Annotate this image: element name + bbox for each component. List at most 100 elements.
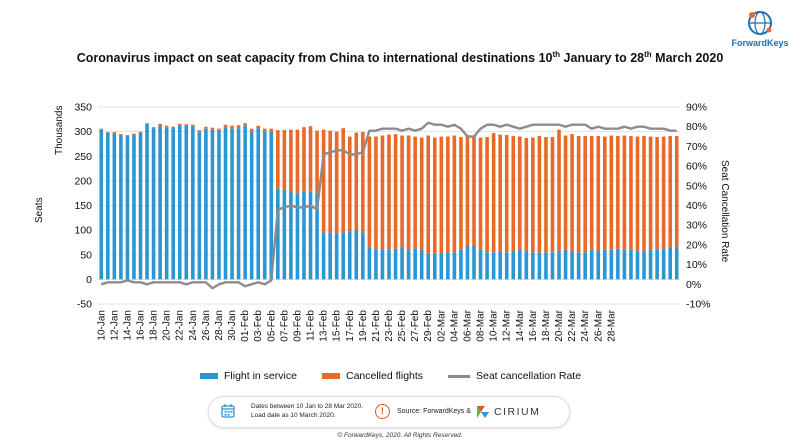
bar-flight-in-service [361, 232, 365, 280]
bar-cancelled-flights [223, 124, 228, 128]
bar-flight-in-service [616, 248, 620, 280]
y2-tick-label: 20% [686, 239, 707, 251]
bar-flight-in-service [674, 247, 679, 280]
bar-flight-in-service [629, 249, 633, 280]
x-tick-label: 16-Mar [528, 309, 539, 341]
bar-flight-in-service [635, 250, 640, 280]
x-tick-label: 12-Mar [502, 309, 513, 341]
bar-cancelled-flights [517, 136, 522, 250]
bar-flight-in-service [164, 127, 169, 280]
y2-tick-label: 10% [686, 259, 707, 271]
y-tick-label: 250 [74, 151, 92, 163]
bar-flight-in-service [354, 229, 359, 280]
x-tick-label: 18-Mar [541, 309, 552, 341]
bar-cancelled-flights [380, 135, 385, 250]
bar-flight-in-service [648, 249, 653, 280]
x-tick-label: 26-Jan [201, 310, 212, 341]
bar-flight-in-service [602, 249, 607, 280]
bar-flight-in-service [491, 252, 496, 280]
bar-cancelled-flights [609, 135, 614, 250]
bar-cancelled-flights [243, 123, 247, 126]
bar-cancelled-flights [249, 128, 254, 132]
x-tick-label: 20-Jan [162, 310, 173, 341]
bar-flight-in-service [249, 131, 254, 280]
bar-flight-in-service [576, 252, 581, 280]
bar-cancelled-flights [400, 135, 404, 248]
bar-flight-in-service [262, 131, 267, 280]
bar-flight-in-service [387, 249, 391, 280]
x-tick-label: 06-Mar [462, 309, 473, 341]
bar-flight-in-service [367, 247, 372, 280]
bar-flight-in-service [668, 247, 672, 280]
x-tick-label: 21-Feb [371, 310, 382, 342]
bar-cancelled-flights [269, 128, 274, 132]
bar-flight-in-service [478, 249, 483, 280]
bar-flight-in-service [393, 248, 398, 280]
bar-cancelled-flights [452, 135, 457, 253]
bar-cancelled-flights [315, 130, 319, 194]
bar-flight-in-service [308, 191, 313, 280]
bar-flight-in-service [439, 253, 444, 280]
bar-cancelled-flights [262, 128, 267, 132]
y2-tick-label: 40% [686, 200, 707, 212]
bar-flight-in-service [524, 250, 529, 280]
bar-flight-in-service [465, 244, 470, 280]
x-tick-label: 22-Jan [175, 310, 186, 341]
date-note: Dates between 10 Jan to 28 Mar 2020. Loa… [251, 403, 364, 419]
bar-cancelled-flights [426, 135, 431, 254]
bar-cancelled-flights [550, 137, 555, 253]
bar-cancelled-flights [432, 137, 437, 254]
x-tick-label: 28-Jan [214, 310, 225, 341]
bar-flight-in-service [544, 252, 548, 280]
legend-flight-label: Flight in service [224, 370, 297, 382]
bar-flight-in-service [106, 132, 110, 280]
bar-flight-in-service [374, 249, 378, 280]
bar-cancelled-flights [393, 134, 398, 249]
bar-flight-in-service [511, 250, 516, 280]
bar-cancelled-flights [125, 135, 130, 137]
seat-capacity-chart: -50 0 50 100 150 200 250 300 350 -10% 0% 10% 20% 30% 4… [74, 102, 711, 342]
bar-flight-in-service [406, 250, 411, 280]
bar-flight-in-service [583, 252, 587, 280]
bar-cancelled-flights [419, 137, 424, 250]
bar-cancelled-flights [491, 133, 496, 253]
bar-cancelled-flights [674, 136, 679, 248]
bar-cancelled-flights [328, 130, 332, 233]
x-tick-label: 23-Feb [384, 310, 395, 342]
y-tick-label: 300 [74, 126, 92, 138]
x-tick-label: 09-Feb [292, 310, 303, 342]
bar-cancelled-flights [197, 130, 202, 133]
bar-flight-in-service [145, 123, 149, 280]
bar-cancelled-flights [289, 129, 293, 191]
cirium-text: CIRIUM [494, 406, 541, 418]
bar-cancelled-flights [138, 131, 143, 133]
bar-cancelled-flights [347, 136, 352, 232]
bar-cancelled-flights [302, 127, 306, 192]
bar-flight-in-service [99, 129, 104, 280]
x-tick-label: 05-Feb [266, 310, 277, 342]
bar-cancelled-flights [171, 126, 176, 129]
bar-flight-in-service [184, 125, 189, 280]
y2-tick-label: 30% [686, 220, 707, 232]
bar-cancelled-flights [563, 135, 568, 250]
bar-flight-in-service [642, 250, 646, 280]
forwardkeys-logo: ForwardKeys [728, 8, 792, 52]
bar-cancelled-flights [583, 136, 587, 253]
legend-cancelled-label: Cancelled flights [346, 370, 424, 382]
bar-flight-in-service [171, 128, 176, 280]
legend-flight-swatch [200, 373, 218, 379]
y2-tick-label: 0% [686, 279, 701, 291]
bar-flight-in-service [459, 249, 463, 280]
bar-cancelled-flights [177, 123, 182, 126]
y2-tick-label: -10% [686, 299, 711, 311]
bar-flight-in-service [158, 125, 162, 280]
bar-cancelled-flights [151, 127, 156, 129]
bar-flight-in-service [452, 252, 457, 280]
bar-flight-in-service [177, 125, 182, 280]
bar-cancelled-flights [184, 124, 189, 126]
x-tick-label: 30-Jan [227, 310, 238, 341]
bar-flight-in-service [236, 128, 241, 280]
bar-flight-in-service [138, 132, 143, 280]
bar-cancelled-flights [648, 136, 653, 250]
bar-flight-in-service [302, 191, 306, 280]
